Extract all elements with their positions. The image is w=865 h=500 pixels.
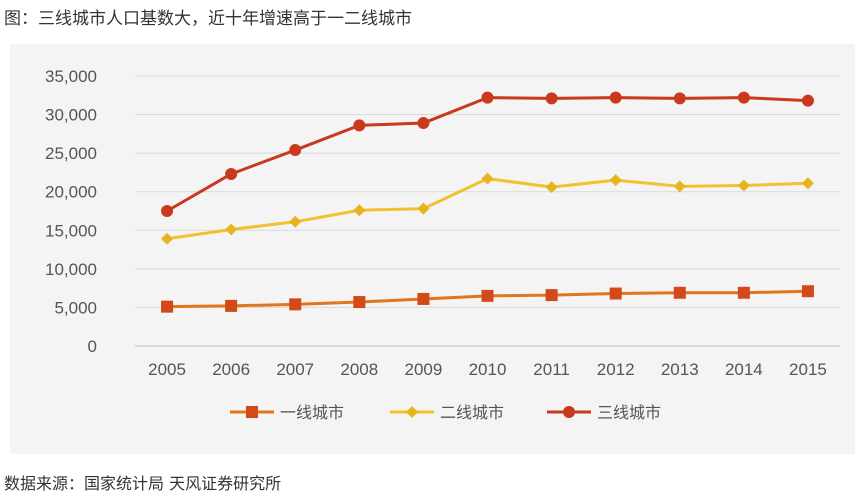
data-point (737, 286, 750, 299)
x-tick-label: 2008 (340, 360, 378, 379)
data-point (609, 91, 622, 104)
x-tick-label: 2014 (725, 360, 763, 379)
data-point (673, 92, 686, 105)
y-tick-label: 30,000 (45, 106, 97, 125)
y-tick-label: 5,000 (54, 298, 97, 317)
x-tick-label: 2013 (661, 360, 699, 379)
chart-panel: 0 5,000 10,000 15,000 20,000 25,000 30,000 35,0… (10, 44, 855, 454)
figure-title: 图：三线城市人口基数大，近十年增速高于一二线城市 (4, 9, 412, 29)
data-point (161, 300, 174, 313)
data-point (225, 167, 238, 180)
data-point (161, 232, 174, 245)
x-tick-label: 2012 (597, 360, 635, 379)
data-point (481, 289, 494, 302)
data-point (289, 215, 302, 228)
x-tick-label: 2005 (148, 360, 186, 379)
legend-marker (406, 406, 418, 418)
x-axis: 2005 2006 2007 2008 2009 2010 2011 2012 2013 2014… (148, 360, 827, 379)
data-point (353, 119, 366, 132)
legend-item: 三线城市 (547, 403, 661, 422)
legend-label: 三线城市 (597, 403, 661, 422)
y-tick-label: 25,000 (45, 144, 97, 163)
y-tick-label: 15,000 (45, 221, 97, 240)
series-3 (161, 91, 814, 217)
data-point (801, 177, 814, 190)
y-axis: 0 5,000 10,000 15,000 20,000 25,000 30,000 35,0… (45, 67, 97, 356)
data-point (225, 299, 238, 312)
data-point (609, 287, 622, 300)
data-point (609, 174, 622, 187)
y-tick-label: 0 (88, 337, 97, 356)
source-note: 数据来源：国家统计局 天风证券研究所 (4, 474, 282, 493)
data-point (417, 117, 430, 130)
x-tick-label: 2015 (789, 360, 827, 379)
data-point (801, 285, 814, 298)
x-tick-label: 2010 (469, 360, 507, 379)
data-point (737, 179, 750, 192)
data-point (289, 298, 302, 311)
series-2 (161, 172, 814, 245)
x-tick-label: 2007 (276, 360, 314, 379)
y-tick-label: 10,000 (45, 260, 97, 279)
legend: 一线城市 二线城市 三线城市 (230, 403, 661, 422)
data-point (161, 205, 174, 217)
series-1 (161, 285, 814, 313)
x-tick-label: 2006 (212, 360, 250, 379)
legend-marker (563, 406, 575, 418)
data-point (417, 202, 430, 215)
legend-item: 二线城市 (390, 403, 504, 422)
data-point (353, 296, 366, 309)
data-point (801, 94, 814, 107)
data-point (481, 91, 494, 104)
series (161, 91, 814, 313)
legend-label: 二线城市 (440, 403, 504, 422)
line-chart: 0 5,000 10,000 15,000 20,000 25,000 30,000 35,0… (45, 67, 840, 422)
y-tick-label: 20,000 (45, 183, 97, 202)
grid-lines (135, 75, 840, 347)
data-point (673, 286, 686, 299)
series-line (166, 177, 809, 241)
data-point (545, 92, 558, 105)
legend-marker (246, 406, 258, 418)
data-point (289, 144, 302, 157)
y-tick-label: 35,000 (45, 67, 97, 86)
data-point (545, 289, 558, 302)
data-point (481, 172, 494, 185)
data-point (353, 204, 366, 217)
data-point (225, 223, 238, 236)
data-point (737, 91, 750, 104)
data-point (545, 181, 558, 194)
data-point (673, 180, 686, 193)
data-point (417, 292, 430, 305)
legend-item: 一线城市 (230, 403, 344, 422)
x-tick-label: 2009 (404, 360, 442, 379)
legend-label: 一线城市 (280, 403, 344, 422)
x-tick-label: 2011 (533, 360, 570, 379)
